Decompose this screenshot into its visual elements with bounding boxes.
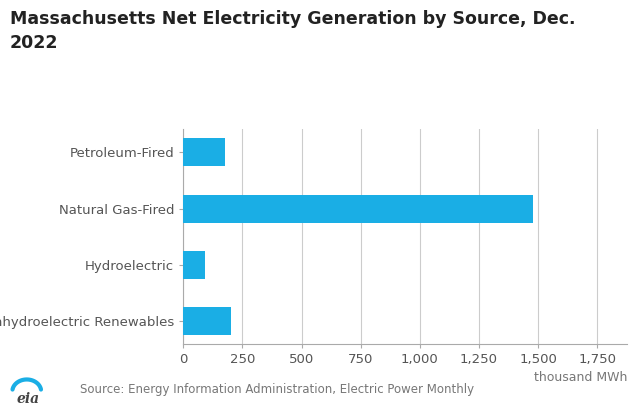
Text: eia: eia (17, 392, 40, 406)
X-axis label: thousand MWh: thousand MWh (534, 371, 627, 383)
Bar (183, 307, 231, 334)
Text: Massachusetts Net Electricity Generation by Source, Dec.
2022: Massachusetts Net Electricity Generation… (10, 10, 575, 52)
Bar (183, 139, 224, 166)
Bar (183, 195, 534, 222)
Bar (183, 251, 204, 278)
Text: Source: Energy Information Administration, Electric Power Monthly: Source: Energy Information Administratio… (80, 383, 475, 396)
